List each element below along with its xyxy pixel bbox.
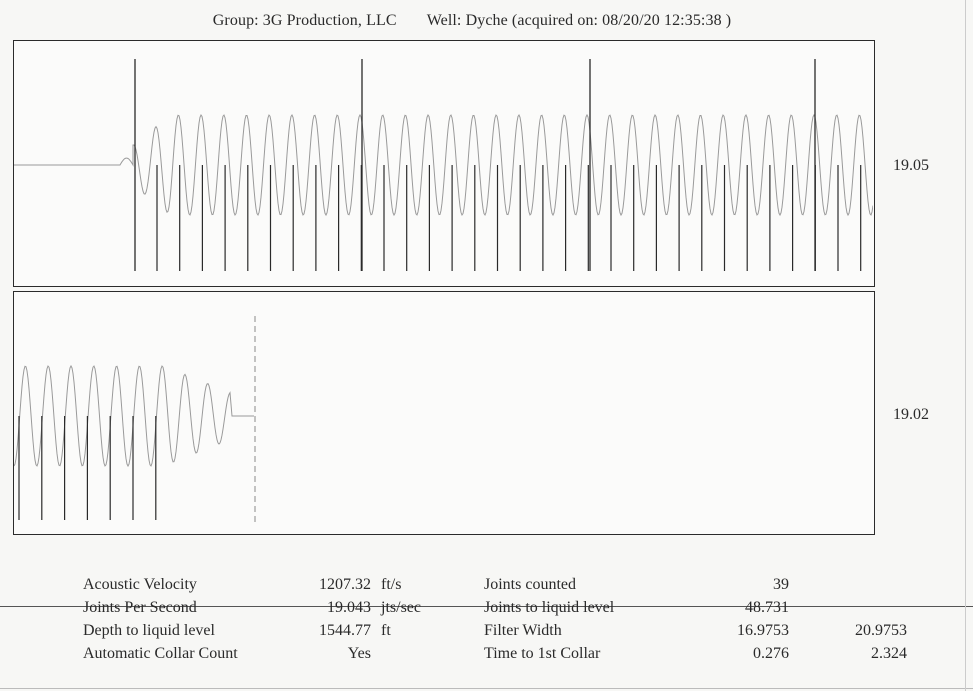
stat-label: Automatic Collar Count <box>83 645 238 662</box>
waveform-panel-bottom <box>13 291 875 535</box>
stat-label: Depth to liquid level <box>83 622 215 639</box>
stat-label-2: Joints to liquid level <box>484 599 615 616</box>
waveform-plot-bottom <box>14 316 256 524</box>
stat-unit: jts/sec <box>381 599 421 616</box>
stat-value: 1207.32 <box>319 576 371 593</box>
stat-label-2: Filter Width <box>484 622 562 639</box>
stat-unit: ft/s <box>381 576 402 593</box>
stat-value-3: 20.9753 <box>855 622 907 639</box>
bottom-rule <box>0 688 973 689</box>
strikethrough-rule <box>0 606 973 607</box>
stat-value: 19.043 <box>327 599 371 616</box>
stat-value-2: 0.276 <box>753 645 789 662</box>
stat-value-2: 16.9753 <box>737 622 789 639</box>
stats-table: Acoustic Velocity Joints Per Second Dept… <box>0 571 973 681</box>
group-name: Group: 3G Production, LLC <box>212 12 397 29</box>
stat-value-3: 2.324 <box>871 645 907 662</box>
waveform-trace <box>14 364 254 468</box>
stat-value: Yes <box>347 645 371 662</box>
stat-unit: ft <box>381 622 391 639</box>
right-rule <box>965 0 966 691</box>
well-info: Well: Dyche (acquired on: 08/20/20 12:35… <box>426 12 732 29</box>
waveform-panel-top <box>13 40 875 287</box>
stat-label: Acoustic Velocity <box>83 576 197 593</box>
stat-label-2: Time to 1st Collar <box>484 645 601 662</box>
report-header: Group: 3G Production, LLC Well: Dyche (a… <box>0 12 944 30</box>
stat-value-2: 39 <box>773 576 789 593</box>
waveform-plot-top <box>14 59 873 271</box>
stat-value: 1544.77 <box>319 622 371 639</box>
stat-value-2: 48.731 <box>745 599 789 616</box>
waveform-trace <box>14 113 873 217</box>
stat-label: Joints Per Second <box>83 599 197 616</box>
panel-top-value: 19.05 <box>893 157 929 174</box>
stat-label-2: Joints counted <box>484 576 576 593</box>
panel-bottom-value: 19.02 <box>893 406 929 423</box>
